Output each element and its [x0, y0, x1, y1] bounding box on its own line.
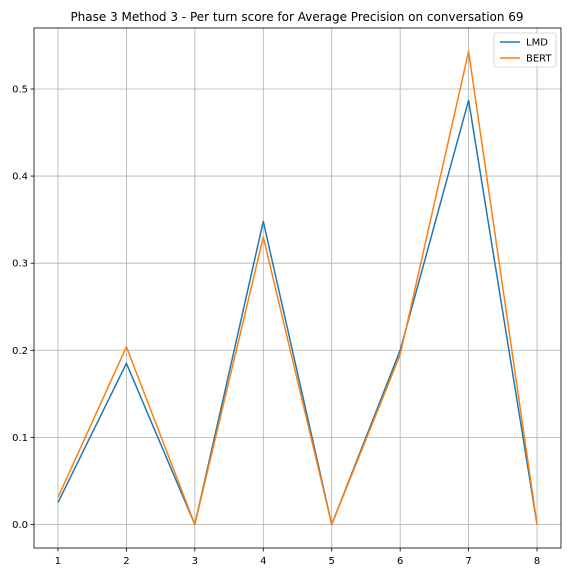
y-tick-label: 0.5: [12, 84, 28, 95]
x-tick-label: 1: [55, 556, 61, 567]
axis-ticks: 1 2 3 4 5 6 7 8 0.0 0.1 0.2 0.3 0.4 0.5: [12, 84, 540, 567]
y-tick-label: 0.3: [12, 259, 28, 270]
grid: [34, 28, 561, 548]
legend-label: LMD: [526, 38, 548, 49]
x-tick-label: 6: [397, 556, 403, 567]
x-tick-label: 8: [534, 556, 540, 567]
legend: LMD BERT: [493, 32, 557, 68]
series-line-bert: [57, 50, 538, 526]
x-tick-label: 2: [123, 556, 129, 567]
x-tick-label: 5: [329, 556, 335, 567]
series-line-lmd: [57, 99, 538, 526]
x-tick-label: 3: [192, 556, 198, 567]
y-tick-label: 0.1: [12, 433, 28, 444]
y-tick-label: 0.0: [12, 520, 28, 531]
y-tick-label: 0.4: [12, 172, 28, 183]
x-tick-label: 7: [465, 556, 471, 567]
axes-frame: [33, 27, 562, 549]
y-tick-label: 0.2: [12, 346, 28, 357]
chart-title: Phase 3 Method 3 - Per turn score for Av…: [70, 10, 523, 24]
legend-label: BERT: [526, 54, 552, 65]
x-tick-label: 4: [260, 556, 266, 567]
series-lines: [57, 50, 538, 526]
